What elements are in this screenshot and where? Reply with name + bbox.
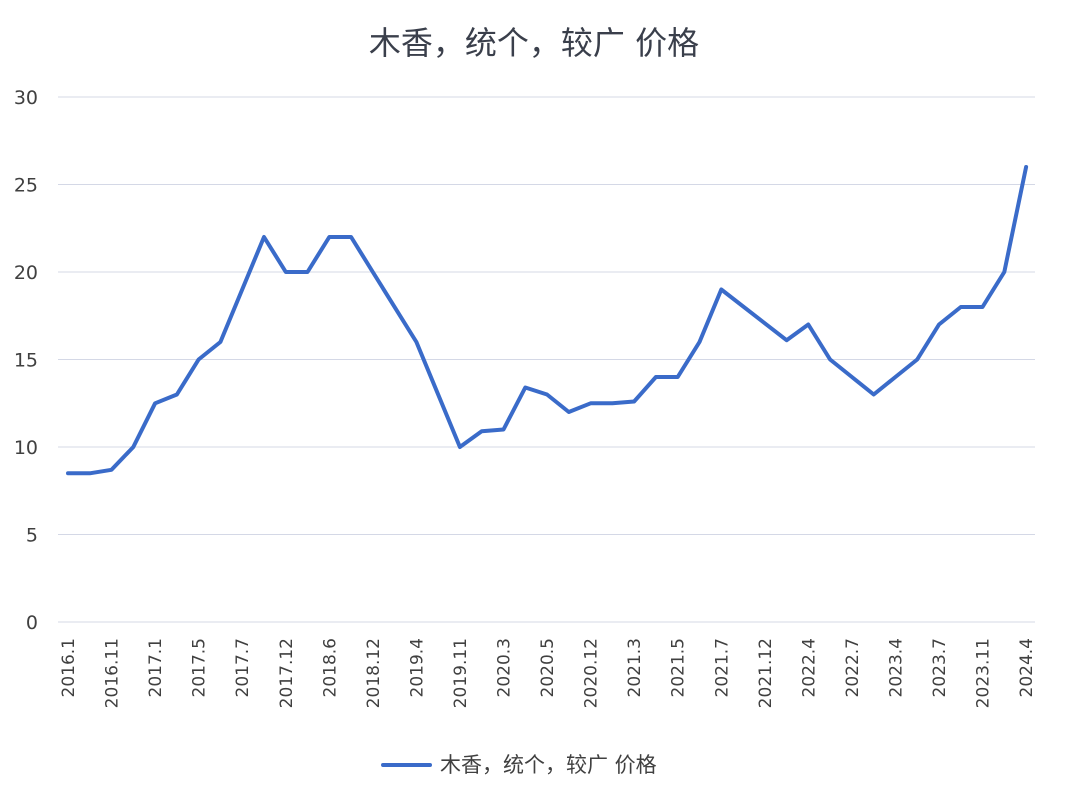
series-lines bbox=[66, 165, 1029, 476]
x-tick-label: 2021.7 bbox=[712, 638, 732, 697]
x-tick-label: 2018.6 bbox=[320, 638, 340, 697]
x-tick-label: 2019.11 bbox=[451, 638, 471, 708]
y-tick-label: 20 bbox=[14, 262, 38, 284]
x-tick-label: 2020.12 bbox=[582, 638, 602, 708]
x-tick-label: 2021.12 bbox=[756, 638, 776, 708]
x-tick-label: 2018.12 bbox=[364, 638, 384, 708]
gridlines bbox=[58, 96, 1035, 623]
y-tick-label: 30 bbox=[14, 87, 38, 109]
y-tick-label: 5 bbox=[26, 525, 38, 547]
x-tick-label: 2023.4 bbox=[886, 638, 906, 697]
x-tick-label: 2023.11 bbox=[974, 638, 994, 708]
x-tick-label: 2021.3 bbox=[625, 638, 645, 697]
x-tick-label: 2017.7 bbox=[233, 638, 253, 697]
x-tick-label: 2017.5 bbox=[190, 638, 210, 697]
y-tick-label: 15 bbox=[14, 350, 38, 372]
x-tick-label: 2020.5 bbox=[538, 638, 558, 697]
x-tick-label: 2022.7 bbox=[843, 638, 863, 697]
x-tick-label: 2020.3 bbox=[495, 638, 515, 697]
x-tick-label: 2016.1 bbox=[59, 638, 79, 697]
x-tick-label: 2022.4 bbox=[799, 638, 819, 697]
chart-title: 木香，统个，较广 价格 bbox=[369, 24, 699, 62]
x-axis-tick-labels: 2016.1 2016.11 2017.1 2017.5 2017.7 2017.12 20… bbox=[59, 638, 1037, 708]
legend: 木香，统个，较广 价格 bbox=[381, 753, 657, 777]
x-tick-label: 2017.12 bbox=[277, 638, 297, 708]
y-tick-label: 0 bbox=[26, 612, 38, 634]
x-tick-label: 2023.7 bbox=[930, 638, 950, 697]
legend-label: 木香，统个，较广 价格 bbox=[440, 753, 657, 777]
series-line bbox=[66, 165, 1029, 476]
y-axis-tick-labels: 0 5 10 15 20 25 30 bbox=[14, 87, 38, 634]
x-tick-label: 2021.5 bbox=[669, 638, 689, 697]
x-tick-label: 2024.4 bbox=[1017, 638, 1037, 697]
x-tick-label: 2017.1 bbox=[146, 638, 166, 697]
y-tick-label: 10 bbox=[14, 437, 38, 459]
y-tick-label: 25 bbox=[14, 175, 38, 197]
x-tick-label: 2016.11 bbox=[103, 638, 123, 708]
x-tick-label: 2019.4 bbox=[407, 638, 427, 697]
